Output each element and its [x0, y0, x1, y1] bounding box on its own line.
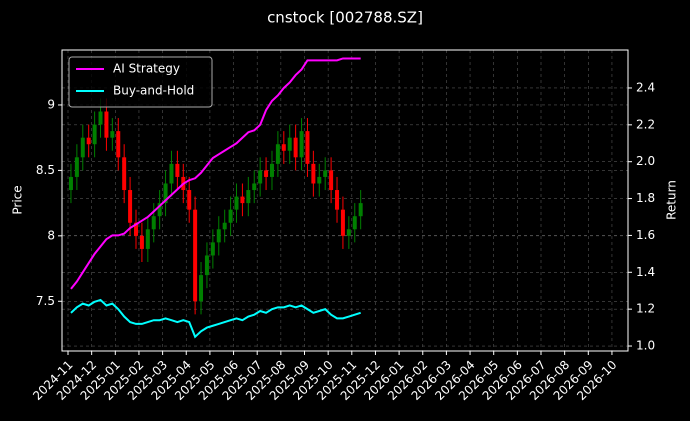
y-tick-label: 8.5: [36, 163, 55, 177]
candle-body: [187, 190, 192, 210]
candle-body: [98, 111, 103, 125]
candle-body: [145, 229, 150, 249]
y2-tick-label: 1.2: [636, 302, 655, 316]
candle-body: [228, 209, 233, 223]
candle-body: [258, 170, 263, 184]
candle-body: [264, 170, 269, 177]
candle-body: [133, 222, 138, 236]
candle-body: [204, 255, 209, 276]
candle-body: [128, 190, 133, 223]
y2-axis-label: Return: [665, 180, 679, 220]
legend-label: AI Strategy: [113, 62, 180, 76]
candle-body: [352, 216, 357, 230]
candle-body: [305, 131, 310, 164]
candle-body: [86, 137, 91, 145]
candle-body: [240, 196, 245, 204]
candle-body: [104, 111, 109, 138]
candle-body: [269, 163, 274, 177]
candle-body: [169, 163, 174, 184]
candle-body: [234, 196, 239, 210]
y-tick-label: 9: [47, 97, 55, 111]
y2-tick-label: 2.2: [636, 117, 655, 131]
candle-body: [116, 131, 121, 158]
candle-body: [222, 222, 227, 230]
legend: AI Strategy Buy-and-Hold: [68, 56, 213, 108]
candle-body: [139, 235, 144, 249]
y2-tick-label: 1.0: [636, 339, 655, 353]
candle-body: [199, 275, 204, 302]
candle-body: [293, 137, 298, 158]
candle-body: [80, 137, 85, 158]
legend-label: Buy-and-Hold: [113, 84, 194, 98]
candle-body: [68, 176, 73, 191]
candle-body: [252, 183, 257, 191]
candle-body: [340, 209, 345, 236]
candle-body: [329, 170, 334, 191]
candle-body: [216, 229, 221, 243]
chart-title: cnstock [002788.SZ]: [267, 9, 423, 27]
candle-body: [210, 242, 215, 256]
y-tick-label: 8: [47, 228, 55, 242]
y2-tick-label: 2.0: [636, 154, 655, 168]
candle-body: [281, 144, 286, 151]
candle-body: [299, 131, 304, 158]
candle-body: [323, 170, 328, 177]
candle-body: [175, 163, 180, 177]
line-series: [70, 57, 361, 290]
candle-body: [151, 216, 156, 230]
candle-body: [122, 157, 127, 191]
legend-box: [68, 56, 213, 108]
candle-body: [275, 144, 280, 164]
line-series: [70, 298, 361, 339]
candle-body: [346, 229, 351, 236]
candle-body: [246, 190, 251, 204]
candle-body: [157, 203, 162, 217]
candle-body: [317, 176, 322, 184]
candle-body: [335, 190, 340, 210]
candle-body: [110, 131, 115, 138]
y-tick-label: 7.5: [36, 294, 55, 308]
y2-tick-label: 2.4: [636, 80, 655, 94]
candle-body: [287, 137, 292, 151]
y2-tick-label: 1.8: [636, 191, 655, 205]
candle-body: [311, 163, 316, 184]
candle-body: [74, 157, 79, 177]
candle-body: [193, 209, 198, 302]
candle-body: [92, 124, 97, 145]
y2-tick-label: 1.6: [636, 228, 655, 242]
candle-body: [358, 203, 363, 217]
y-axis-label: Price: [11, 185, 25, 214]
candle-body: [163, 183, 168, 204]
y2-tick-label: 1.4: [636, 265, 655, 279]
plot-frame: [61, 49, 629, 352]
